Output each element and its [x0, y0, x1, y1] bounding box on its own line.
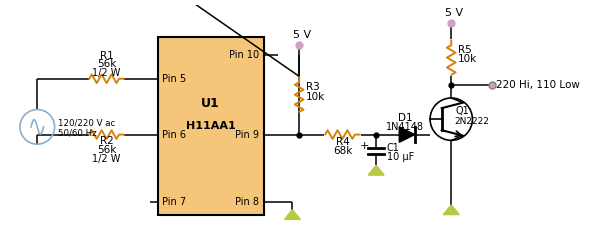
Text: 1/2 W: 1/2 W — [92, 68, 121, 78]
Text: Pin 5: Pin 5 — [162, 74, 187, 84]
Text: Pin 7: Pin 7 — [162, 197, 187, 207]
Text: 68k: 68k — [333, 146, 352, 156]
Text: Pin 9: Pin 9 — [234, 130, 259, 140]
Polygon shape — [368, 165, 384, 175]
Polygon shape — [284, 210, 300, 219]
Text: R1: R1 — [100, 51, 114, 61]
Text: 10 μF: 10 μF — [387, 152, 414, 162]
Text: D1: D1 — [397, 113, 412, 123]
Text: 10k: 10k — [306, 92, 325, 102]
Text: 120/220 V ac: 120/220 V ac — [58, 119, 115, 127]
Text: R5: R5 — [458, 45, 472, 55]
Text: 5 V: 5 V — [293, 30, 311, 41]
Text: 2N2222: 2N2222 — [454, 117, 489, 125]
Text: Pin 8: Pin 8 — [234, 197, 259, 207]
Text: 220 Hi, 110 Low: 220 Hi, 110 Low — [496, 80, 580, 89]
Polygon shape — [399, 127, 415, 142]
Text: 1N4148: 1N4148 — [386, 122, 424, 132]
Text: R3: R3 — [306, 82, 320, 92]
Text: 56k: 56k — [97, 145, 116, 155]
Text: U1: U1 — [201, 97, 220, 110]
Text: H11AA1: H11AA1 — [186, 121, 236, 131]
Text: +: + — [360, 141, 369, 151]
Text: 50/60 Hz: 50/60 Hz — [58, 128, 97, 137]
Text: R4: R4 — [336, 137, 349, 147]
Polygon shape — [443, 205, 459, 215]
FancyBboxPatch shape — [158, 37, 264, 215]
Text: R2: R2 — [100, 136, 114, 146]
Text: C1: C1 — [387, 143, 400, 153]
Text: 10k: 10k — [458, 55, 477, 64]
Text: Pin 6: Pin 6 — [162, 130, 186, 140]
Text: 1/2 W: 1/2 W — [92, 154, 121, 164]
Text: Q1: Q1 — [455, 106, 469, 117]
Text: 5 V: 5 V — [445, 8, 463, 18]
Text: 56k: 56k — [97, 59, 116, 69]
Text: Pin 10: Pin 10 — [228, 50, 259, 60]
